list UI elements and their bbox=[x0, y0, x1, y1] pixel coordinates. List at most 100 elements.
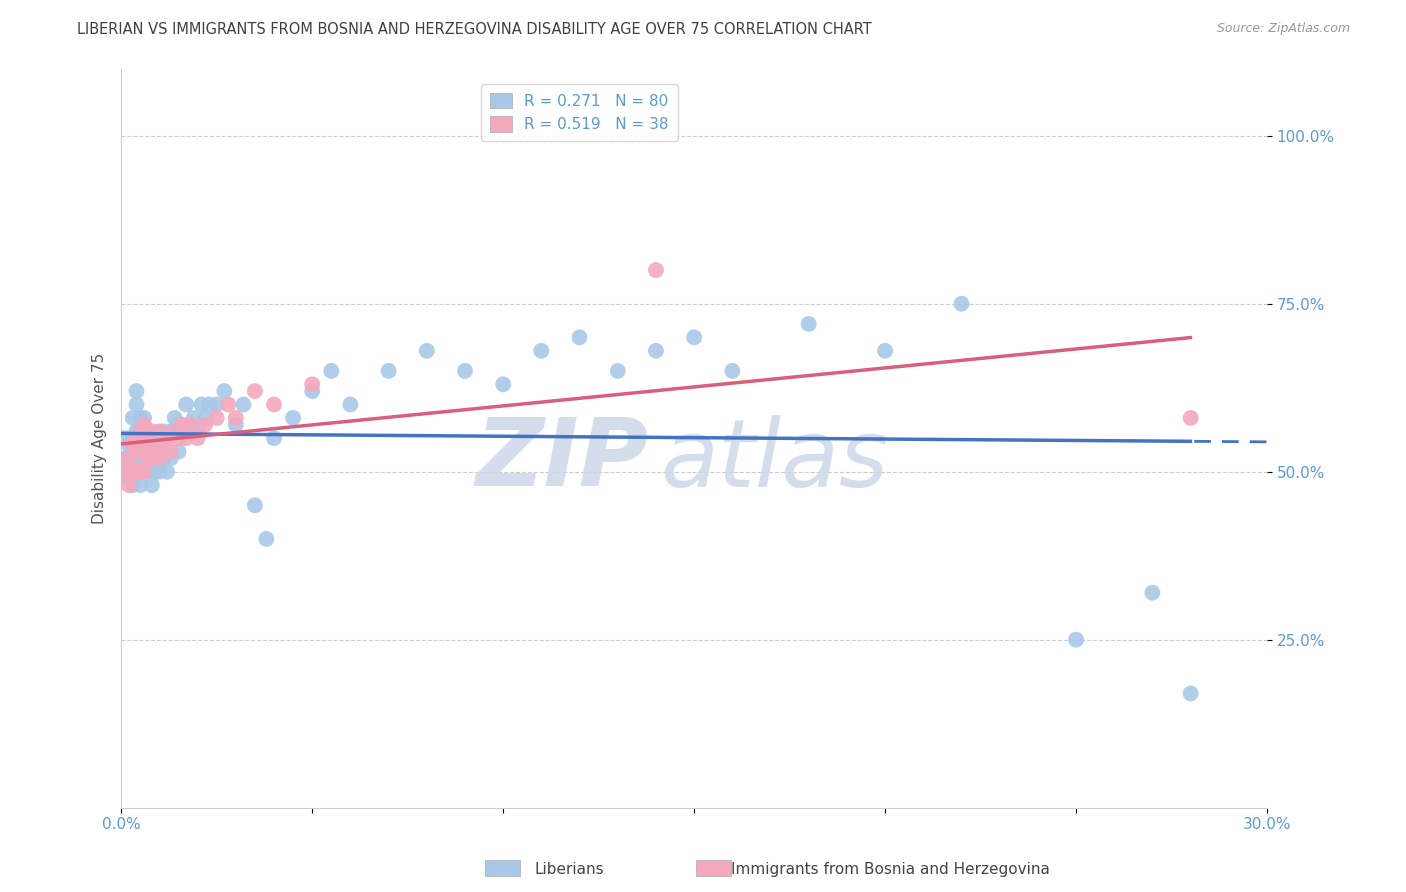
Point bbox=[118, 458, 141, 472]
Point bbox=[152, 438, 174, 452]
Point bbox=[114, 465, 136, 479]
Point bbox=[160, 444, 183, 458]
Point bbox=[121, 431, 143, 445]
Point bbox=[141, 425, 163, 439]
Point bbox=[301, 377, 323, 392]
Point bbox=[145, 444, 167, 458]
Point bbox=[141, 451, 163, 466]
Point bbox=[183, 411, 205, 425]
Point bbox=[243, 384, 266, 398]
Point bbox=[179, 417, 201, 432]
Point bbox=[205, 411, 228, 425]
Point bbox=[205, 397, 228, 411]
Point bbox=[492, 377, 515, 392]
Point bbox=[950, 296, 973, 310]
Point bbox=[129, 444, 152, 458]
Point bbox=[454, 364, 477, 378]
Point bbox=[167, 431, 190, 445]
Point bbox=[114, 431, 136, 445]
Point bbox=[156, 465, 179, 479]
Point bbox=[172, 417, 194, 432]
Point bbox=[1064, 632, 1087, 647]
Point bbox=[121, 438, 143, 452]
Point bbox=[134, 438, 156, 452]
Point bbox=[156, 431, 179, 445]
Point bbox=[167, 417, 190, 432]
Point bbox=[114, 465, 136, 479]
Point bbox=[125, 397, 148, 411]
Point bbox=[129, 438, 152, 452]
Text: ZIP: ZIP bbox=[475, 414, 648, 507]
Point bbox=[125, 465, 148, 479]
Point bbox=[416, 343, 439, 358]
Point bbox=[645, 263, 668, 277]
Point bbox=[321, 364, 343, 378]
Point bbox=[134, 411, 156, 425]
Y-axis label: Disability Age Over 75: Disability Age Over 75 bbox=[93, 352, 107, 524]
Point bbox=[163, 411, 186, 425]
Point bbox=[118, 471, 141, 485]
Point bbox=[254, 532, 277, 546]
Text: atlas: atlas bbox=[659, 415, 889, 506]
Point bbox=[1142, 585, 1164, 599]
Point bbox=[156, 444, 179, 458]
Point bbox=[174, 431, 197, 445]
Point bbox=[136, 431, 159, 445]
Text: Source: ZipAtlas.com: Source: ZipAtlas.com bbox=[1216, 22, 1350, 36]
Point bbox=[214, 384, 236, 398]
Point bbox=[141, 451, 163, 466]
Point bbox=[125, 425, 148, 439]
Point bbox=[129, 465, 152, 479]
Point bbox=[194, 411, 217, 425]
Point bbox=[152, 425, 174, 439]
Point bbox=[167, 444, 190, 458]
Point bbox=[301, 384, 323, 398]
Point bbox=[160, 425, 183, 439]
Point bbox=[1180, 411, 1202, 425]
Point bbox=[141, 431, 163, 445]
Point bbox=[118, 478, 141, 492]
Point bbox=[179, 425, 201, 439]
Point bbox=[225, 411, 247, 425]
Point bbox=[136, 451, 159, 466]
Point bbox=[1180, 686, 1202, 700]
Point bbox=[121, 411, 143, 425]
Point bbox=[134, 465, 156, 479]
Point bbox=[606, 364, 628, 378]
Point bbox=[129, 465, 152, 479]
Point bbox=[198, 397, 221, 411]
Point bbox=[136, 465, 159, 479]
Point bbox=[129, 478, 152, 492]
Point bbox=[875, 343, 897, 358]
Point bbox=[174, 397, 197, 411]
Point bbox=[797, 317, 820, 331]
Point bbox=[148, 431, 170, 445]
Point bbox=[121, 451, 143, 466]
Point bbox=[645, 343, 668, 358]
Point bbox=[339, 397, 361, 411]
Point bbox=[134, 431, 156, 445]
Point bbox=[134, 417, 156, 432]
Point bbox=[136, 451, 159, 466]
Point bbox=[134, 451, 156, 466]
Point bbox=[129, 451, 152, 466]
Point bbox=[148, 465, 170, 479]
Point bbox=[145, 438, 167, 452]
Point bbox=[190, 397, 212, 411]
Point bbox=[136, 431, 159, 445]
Text: LIBERIAN VS IMMIGRANTS FROM BOSNIA AND HERZEGOVINA DISABILITY AGE OVER 75 CORREL: LIBERIAN VS IMMIGRANTS FROM BOSNIA AND H… bbox=[77, 22, 872, 37]
Text: Liberians: Liberians bbox=[534, 863, 605, 877]
Point bbox=[243, 498, 266, 512]
Point bbox=[148, 425, 170, 439]
Point bbox=[232, 397, 254, 411]
Text: Immigrants from Bosnia and Herzegovina: Immigrants from Bosnia and Herzegovina bbox=[731, 863, 1050, 877]
Point bbox=[263, 397, 285, 411]
Point bbox=[148, 451, 170, 466]
Legend: R = 0.271   N = 80, R = 0.519   N = 38: R = 0.271 N = 80, R = 0.519 N = 38 bbox=[481, 84, 678, 142]
Point bbox=[187, 425, 209, 439]
Point bbox=[225, 417, 247, 432]
Point bbox=[187, 431, 209, 445]
Point bbox=[118, 438, 141, 452]
Point bbox=[125, 384, 148, 398]
Point bbox=[281, 411, 304, 425]
